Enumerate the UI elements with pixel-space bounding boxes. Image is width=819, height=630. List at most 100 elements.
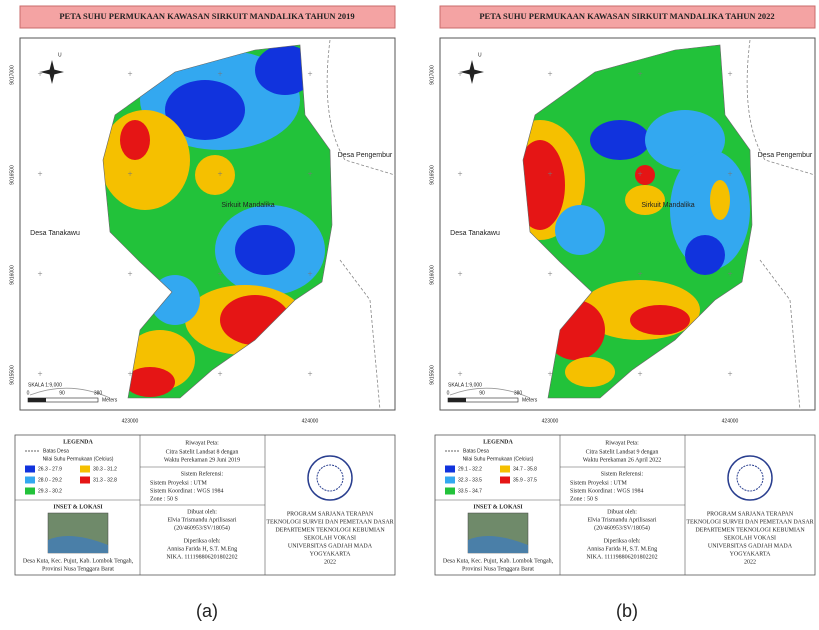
map-panel: PETA SUHU PERMUKAAN KAWASAN SIRKUIT MAND…	[429, 6, 815, 621]
info-line: Annisa Farida H, S.T. M.Eng	[167, 546, 237, 552]
info-line: Citra Satelit Landsat 9 dengan	[586, 449, 659, 455]
legend-swatch	[500, 477, 510, 484]
map-panel: PETA SUHU PERMUKAAN KAWASAN SIRKUIT MAND…	[9, 6, 395, 621]
info-heading: Sistem Referensi:	[181, 470, 224, 477]
temperature-zone	[555, 205, 605, 255]
legend-title: LEGENDA	[483, 439, 513, 445]
grid-cross: +	[727, 69, 732, 79]
institution-line: SEKOLAH VOKASI	[304, 535, 356, 541]
grid-cross: +	[727, 169, 732, 179]
info-line: NIKA. 111198806201802202	[166, 554, 237, 560]
north-label: U	[58, 52, 62, 58]
legend-label: 32.3 - 33.5	[458, 477, 482, 483]
grid-cross: +	[457, 269, 462, 279]
grid-cross: +	[37, 369, 42, 379]
grid-cross: +	[37, 169, 42, 179]
legend-swatch	[445, 477, 455, 484]
info-line: Waktu Perekaman 26 April 2022	[583, 457, 662, 463]
grid-cross: +	[127, 269, 132, 279]
place-label: Desa Pengembur	[758, 152, 813, 159]
grid-cross: +	[217, 169, 222, 179]
info-heading: Dibuat oleh:	[607, 509, 637, 515]
legend-label: 26.3 - 27.9	[38, 466, 62, 472]
info-line: Citra Satelit Landsat 8 dengan	[166, 449, 239, 455]
scale-bar-fill	[28, 398, 46, 402]
info-line: (20/460953/SV/18054)	[594, 524, 650, 531]
scale-title: SKALA 1:9,000	[448, 382, 482, 388]
institution-line: PROGRAM SARJANA TERAPAN	[707, 511, 794, 517]
legend-label: 33.5 - 34.7	[458, 488, 482, 494]
institution-line: 2022	[744, 559, 756, 565]
place-label: Desa Tanakawu	[450, 230, 500, 237]
grid-cross: +	[637, 369, 642, 379]
grid-cross: +	[307, 269, 312, 279]
grid-cross: +	[547, 169, 552, 179]
info-heading: Diperiksa oleh:	[604, 538, 641, 544]
legend-label: 34.7 - 35.8	[513, 466, 537, 472]
grid-cross: +	[217, 69, 222, 79]
grid-cross: +	[547, 269, 552, 279]
institution-line: TEKNOLOGI SURVEI DAN PEMETAAN DASAR	[686, 519, 813, 525]
place-label: Sirkuit Mandalika	[221, 202, 274, 209]
grid-cross: +	[217, 369, 222, 379]
grid-cross: +	[37, 269, 42, 279]
institution-line: 2022	[324, 559, 336, 565]
y-coordinate: 9015500	[429, 365, 435, 385]
legend-label: 28.0 - 29.2	[38, 477, 62, 483]
university-logo	[308, 456, 352, 500]
grid-cross: +	[127, 169, 132, 179]
grid-cross: +	[217, 269, 222, 279]
map-title: PETA SUHU PERMUKAAN KAWASAN SIRKUIT MAND…	[479, 11, 774, 21]
info-heading: Diperiksa oleh:	[184, 538, 221, 544]
grid-cross: +	[307, 69, 312, 79]
university-logo	[728, 456, 772, 500]
place-label: Desa Pengembur	[338, 152, 393, 159]
institution-line: DEPARTEMEN TEKNOLOGI KEBUMIAN	[695, 527, 805, 533]
panel-caption: (a)	[196, 601, 218, 621]
legend-title: LEGENDA	[63, 439, 93, 445]
info-line: Elvia Trismandu Aprilisasari	[168, 517, 237, 523]
grid-cross: +	[457, 69, 462, 79]
institution-line: SEKOLAH VOKASI	[724, 535, 776, 541]
scale-tick: 90	[479, 390, 485, 396]
legend-swatch	[25, 488, 35, 495]
temperature-zone	[235, 225, 295, 275]
temperature-zone	[565, 357, 615, 387]
info-heading: Dibuat oleh:	[187, 509, 217, 515]
temperature-zone	[195, 155, 235, 195]
legend-swatch	[445, 466, 455, 473]
y-coordinate: 9017000	[9, 65, 15, 85]
grid-cross: +	[37, 69, 42, 79]
institution-line: TEKNOLOGI SURVEI DAN PEMETAAN DASAR	[266, 519, 393, 525]
grid-cross: +	[457, 369, 462, 379]
info-heading: Sistem Referensi:	[601, 470, 644, 477]
legend-label: 35.9 - 37.5	[513, 477, 537, 483]
scale-tick: 380	[94, 390, 103, 396]
temperature-zone	[630, 305, 690, 335]
y-coordinate: 9016500	[429, 165, 435, 185]
info-line: Sistem Proyeksi : UTM	[570, 480, 628, 486]
info-line: (20/460953/SV/18054)	[174, 524, 230, 531]
figure: PETA SUHU PERMUKAAN KAWASAN SIRKUIT MAND…	[0, 0, 819, 630]
panel-caption: (b)	[616, 601, 638, 621]
grid-cross: +	[547, 69, 552, 79]
legend-boundary: Batas Desa	[463, 448, 489, 454]
temperature-zone	[625, 185, 665, 215]
place-label: Sirkuit Mandalika	[641, 202, 694, 209]
legend-swatch	[500, 466, 510, 473]
institution-line: DEPARTEMEN TEKNOLOGI KEBUMIAN	[275, 527, 385, 533]
legend-boundary: Batas Desa	[43, 448, 69, 454]
legend-label: 30.3 - 31.2	[93, 466, 117, 472]
temperature-zone	[100, 110, 190, 210]
scale-unit: Meters	[522, 397, 538, 403]
institution-line: PROGRAM SARJANA TERAPAN	[287, 511, 374, 517]
institution-line: UNIVERSITAS GADJAH MADA	[708, 543, 793, 549]
temperature-zone	[590, 120, 650, 160]
inset-title: INSET & LOKASI	[473, 504, 523, 510]
grid-cross: +	[637, 169, 642, 179]
info-line: Sistem Proyeksi : UTM	[150, 480, 208, 486]
legend-swatch	[25, 466, 35, 473]
inset-caption: Provinsi Nusa Tenggara Barat	[462, 566, 534, 572]
inset-title: INSET & LOKASI	[53, 504, 103, 510]
info-line: Waktu Perekaman 29 Juni 2019	[164, 457, 240, 463]
